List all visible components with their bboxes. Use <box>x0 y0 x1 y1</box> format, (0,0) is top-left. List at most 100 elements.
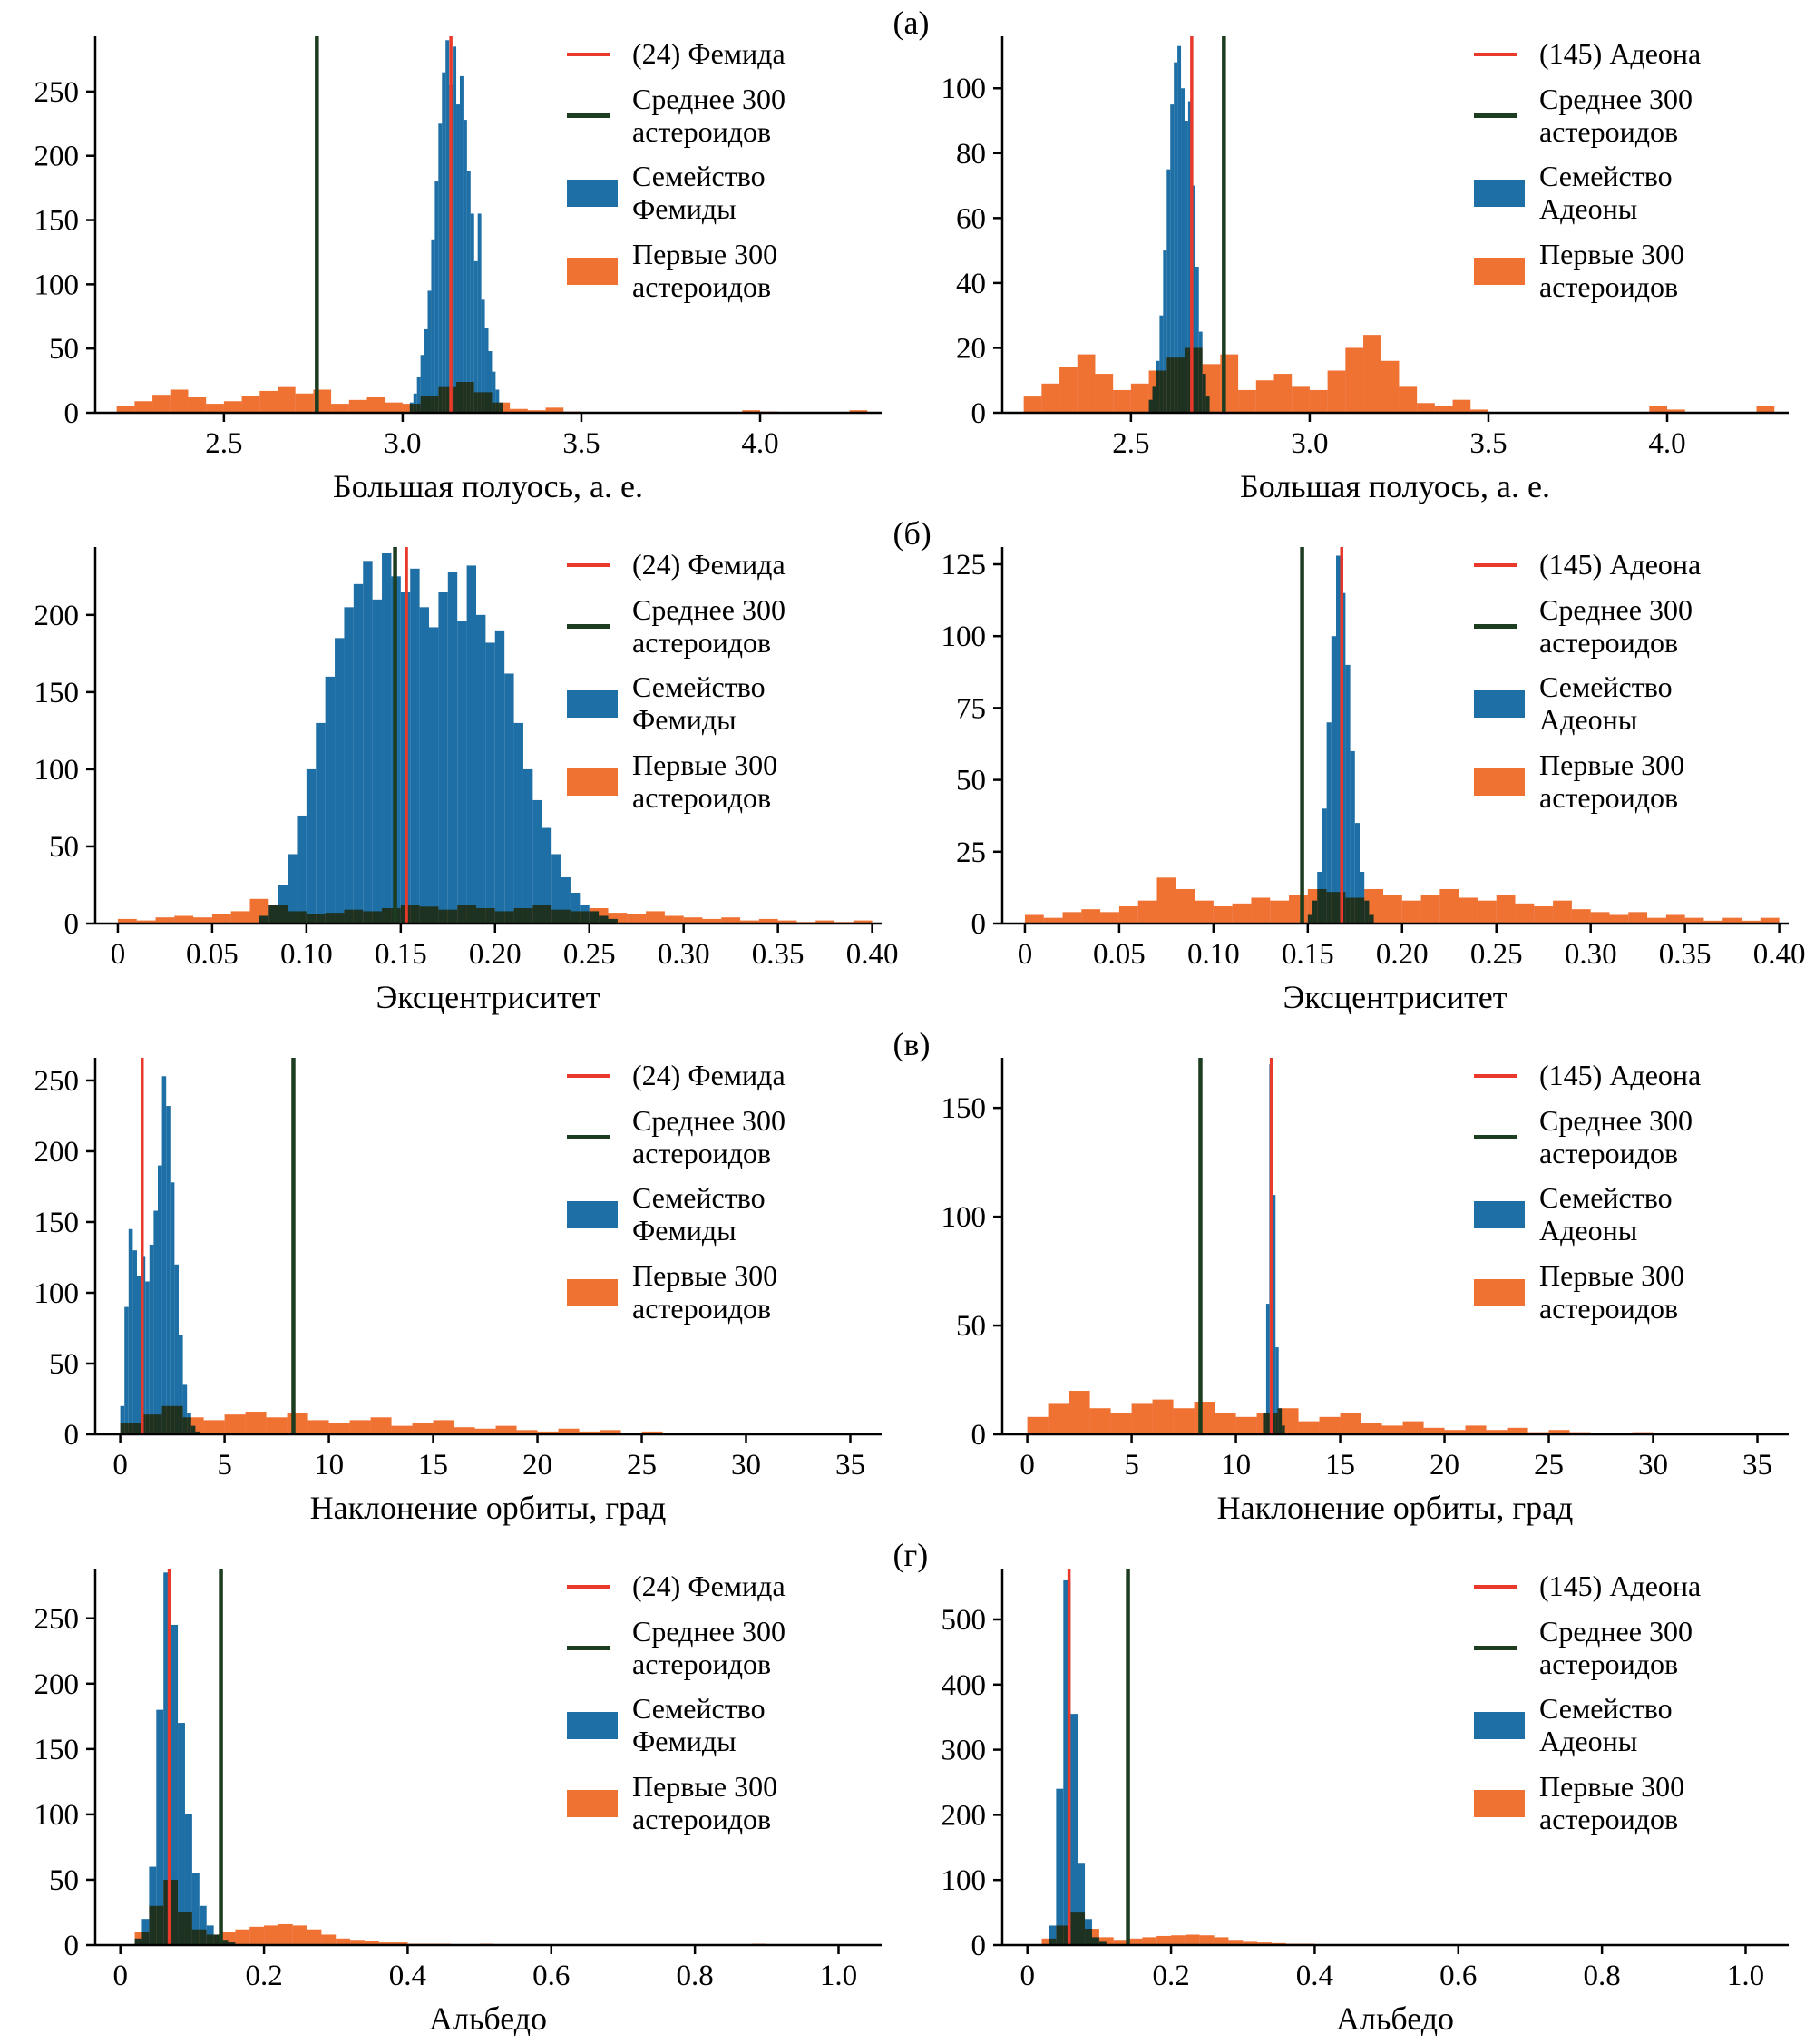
svg-text:5: 5 <box>217 1449 232 1482</box>
legend-label: Среднее 300 астероидов <box>632 592 786 659</box>
legend-entry-family: Семейство Адеоны <box>1474 1182 1773 1247</box>
legend-label: Первые 300 астероидов <box>1539 238 1685 303</box>
panel-adeona-eccentricity: 0 0.05 0.10 0.15 0.20 0.25 0.30 0.35 0.40 0 25 50 75… <box>907 511 1814 1022</box>
histogram-themis-eccentricity: 0 0.05 0.10 0.15 0.20 0.25 0.30 0.35 0.40 0 50 100 1… <box>34 547 898 971</box>
svg-text:3.0: 3.0 <box>384 427 421 460</box>
legend-label: Семейство Фемиды <box>632 160 766 226</box>
svg-text:150: 150 <box>34 1734 80 1766</box>
svg-text:35: 35 <box>835 1449 865 1482</box>
svg-text:0.25: 0.25 <box>1470 938 1523 971</box>
legend-label: Первые 300 астероидов <box>1539 748 1685 814</box>
red-line-swatch <box>567 1073 610 1078</box>
svg-text:0.8: 0.8 <box>1584 1960 1621 1992</box>
orange-patch-swatch <box>567 1278 618 1306</box>
svg-text:0.30: 0.30 <box>658 938 710 971</box>
blue-patch-swatch <box>567 1712 618 1740</box>
orange-patch-swatch <box>567 768 618 796</box>
legend-entry-first300: Первые 300 астероидов <box>1474 748 1773 815</box>
x-axis-label: Альбедо <box>1335 2000 1455 2037</box>
x-axis-label: Большая полуось, а. е. <box>1240 468 1550 504</box>
svg-text:20: 20 <box>1430 1449 1459 1482</box>
svg-text:0.4: 0.4 <box>1296 1960 1333 1992</box>
svg-text:0.4: 0.4 <box>389 1960 426 1992</box>
svg-text:0: 0 <box>971 397 987 430</box>
legend-entry-asteroid: (145) Адеона <box>1474 548 1773 582</box>
orange-patch-swatch <box>567 1789 618 1817</box>
legend-entry-mean: Среднее 300 астероидов <box>567 592 866 660</box>
figure-row-v: (в) 0 5 10 15 20 25 30 35 0 50 100 150 200 250 Наклон… <box>0 1022 1815 1532</box>
orange-patch-swatch <box>1474 768 1525 796</box>
x-axis-label: Эксцентриситет <box>1283 979 1508 1015</box>
legend-label: Среднее 300 астероидов <box>1539 592 1693 659</box>
svg-text:100: 100 <box>34 754 80 787</box>
legend-label: Первые 300 астероидов <box>632 1259 778 1325</box>
legend-entry-asteroid: (24) Фемида <box>567 548 866 582</box>
svg-text:500: 500 <box>942 1604 987 1637</box>
legend-label: (24) Фемида <box>632 37 786 70</box>
figure-row-b: (б) 0 0.05 0.10 0.15 0.20 0.25 0.30 0.35 0.40 0 50… <box>0 511 1815 1022</box>
red-line-swatch <box>567 562 610 567</box>
svg-text:3.0: 3.0 <box>1291 427 1328 460</box>
svg-text:200: 200 <box>942 1799 987 1832</box>
legend-entry-first300: Первые 300 астероидов <box>567 1770 866 1836</box>
panel-adeona-albedo: 0 0.2 0.4 0.6 0.8 1.0 0 100 200 300 400 500 Альбедо… <box>907 1532 1814 2043</box>
row-label: (а) <box>893 5 930 41</box>
legend-entry-family: Семейство Фемиды <box>567 1693 866 1758</box>
legend-label: Среднее 300 астероидов <box>632 82 786 148</box>
svg-text:100: 100 <box>942 1201 987 1234</box>
svg-text:0.6: 0.6 <box>532 1960 570 1992</box>
panel-themis-semimajor-axis: 2.5 3.0 3.5 4.0 0 50 100 150 200 250 Большая полу… <box>0 0 907 511</box>
legend-label: (145) Адеона <box>1539 37 1702 70</box>
svg-text:0.15: 0.15 <box>1282 938 1334 971</box>
svg-text:0: 0 <box>971 1930 987 1962</box>
svg-text:150: 150 <box>34 677 80 709</box>
svg-text:25: 25 <box>627 1449 657 1482</box>
histogram-adeona-albedo: 0 0.2 0.4 0.6 0.8 1.0 0 100 200 300 400 500 <box>942 1569 1789 1992</box>
blue-patch-swatch <box>567 690 618 719</box>
x-axis-label: Наклонение орбиты, град <box>309 1490 667 1526</box>
legend-label: Первые 300 астероидов <box>632 1770 778 1835</box>
svg-text:300: 300 <box>942 1735 987 1767</box>
histogram-adeona-semimajor-axis: 2.5 3.0 3.5 4.0 0 20 40 60 80 100 <box>942 36 1789 460</box>
legend-entry-family: Семейство Фемиды <box>567 1182 866 1247</box>
svg-text:4.0: 4.0 <box>1648 427 1685 460</box>
svg-text:30: 30 <box>1638 1449 1668 1482</box>
legend-label: Первые 300 астероидов <box>1539 1259 1685 1325</box>
red-line-swatch <box>1474 1584 1517 1589</box>
svg-text:100: 100 <box>34 1799 80 1832</box>
green-line-swatch <box>1474 113 1517 119</box>
svg-text:80: 80 <box>956 138 986 171</box>
svg-text:0.2: 0.2 <box>1152 1960 1189 1992</box>
legend: (145) Адеона Среднее 300 астероидов Семе… <box>1469 1567 1773 1853</box>
svg-text:1.0: 1.0 <box>1727 1960 1764 1992</box>
svg-text:250: 250 <box>34 76 80 109</box>
svg-text:0: 0 <box>64 1419 80 1452</box>
row-label: (г) <box>893 1537 929 1573</box>
row-label: (б) <box>893 515 932 552</box>
svg-text:0.15: 0.15 <box>375 938 427 971</box>
panel-adeona-semimajor-axis: 2.5 3.0 3.5 4.0 0 20 40 60 80 100 Большая полуось… <box>907 0 1814 511</box>
svg-text:0: 0 <box>112 1449 128 1482</box>
orange-patch-swatch <box>1474 257 1525 285</box>
red-line-swatch <box>567 1584 610 1589</box>
legend: (145) Адеона Среднее 300 астероидов Семе… <box>1469 34 1773 320</box>
green-line-swatch <box>567 1646 610 1651</box>
svg-text:75: 75 <box>956 692 986 725</box>
svg-text:0.2: 0.2 <box>245 1960 282 1992</box>
svg-text:0: 0 <box>1020 1449 1035 1482</box>
legend-entry-first300: Первые 300 астероидов <box>567 1259 866 1325</box>
svg-text:0: 0 <box>64 1930 80 1962</box>
green-line-swatch <box>567 624 610 630</box>
legend-label: (145) Адеона <box>1539 548 1702 581</box>
legend-entry-mean: Среднее 300 астероидов <box>1474 592 1773 660</box>
svg-text:100: 100 <box>942 73 987 105</box>
svg-text:2.5: 2.5 <box>1112 427 1149 460</box>
legend-entry-mean: Среднее 300 астероидов <box>1474 83 1773 149</box>
blue-patch-swatch <box>1474 180 1525 208</box>
red-line-swatch <box>1474 1073 1517 1078</box>
svg-text:0.20: 0.20 <box>1376 938 1429 971</box>
red-line-swatch <box>567 52 610 56</box>
svg-text:0.10: 0.10 <box>1187 938 1240 971</box>
row-label: (в) <box>893 1026 931 1062</box>
figure-row-a: (а) 2.5 3.0 3.5 4.0 0 50 100 150 200 250 Большая … <box>0 0 1815 511</box>
